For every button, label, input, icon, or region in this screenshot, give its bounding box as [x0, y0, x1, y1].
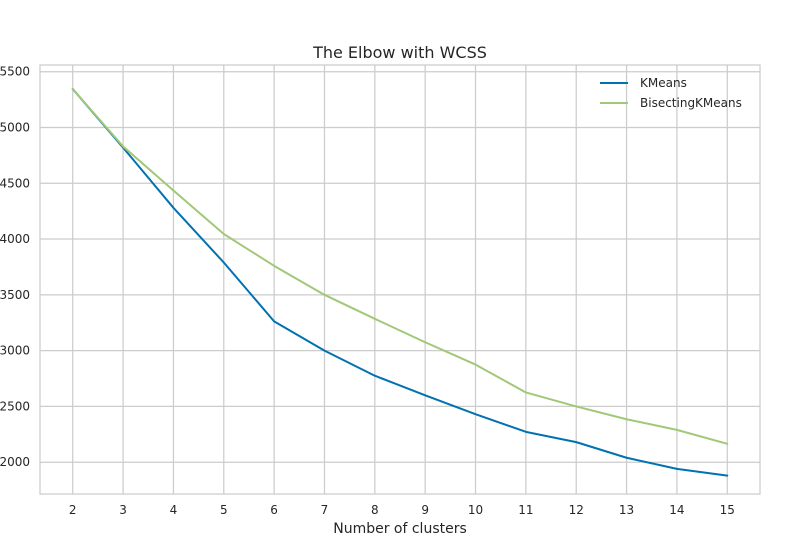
- x-tick-label: 8: [371, 503, 379, 517]
- x-tick-label: 3: [119, 503, 127, 517]
- y-tick-label: 5500: [0, 65, 30, 79]
- y-tick-label: 4500: [0, 176, 30, 190]
- x-tick-label: 10: [468, 503, 483, 517]
- x-tick-label: 4: [170, 503, 178, 517]
- x-axis-ticks: 2 3 4 5 6 7 8 9 10 11 12 13 14 15: [69, 503, 735, 517]
- y-tick-label: 2000: [0, 455, 30, 469]
- x-tick-label: 14: [669, 503, 684, 517]
- plot-background: [40, 65, 760, 494]
- grid-lines: [40, 65, 760, 494]
- x-tick-label: 12: [569, 503, 584, 517]
- legend-label: KMeans: [640, 76, 687, 90]
- y-tick-label: 2500: [0, 399, 30, 413]
- x-tick-label: 7: [321, 503, 329, 517]
- x-axis-label: Number of clusters: [333, 521, 467, 537]
- x-tick-label: 9: [421, 503, 429, 517]
- x-tick-label: 2: [69, 503, 77, 517]
- x-tick-label: 15: [720, 503, 735, 517]
- series-line-kmeans: [71, 87, 729, 477]
- series-lines: [71, 87, 729, 477]
- y-axis-ticks: 2000 2500 3000 3500 4000 4500 5000 5500: [0, 65, 30, 470]
- x-tick-label: 6: [270, 503, 278, 517]
- legend: KMeans BisectingKMeans: [600, 76, 742, 110]
- y-tick-label: 4000: [0, 232, 30, 246]
- x-tick-label: 5: [220, 503, 228, 517]
- x-tick-label: 11: [518, 503, 533, 517]
- chart-title: The Elbow with WCSS: [312, 43, 487, 62]
- y-tick-label: 3500: [0, 288, 30, 302]
- x-tick-label: 13: [619, 503, 634, 517]
- legend-label: BisectingKMeans: [640, 96, 742, 110]
- y-tick-label: 3000: [0, 344, 30, 358]
- plot-area: [39, 64, 761, 495]
- series-line-bisectingkmeans: [71, 87, 729, 445]
- y-tick-label: 5000: [0, 120, 30, 134]
- plot-frame: [39, 64, 761, 495]
